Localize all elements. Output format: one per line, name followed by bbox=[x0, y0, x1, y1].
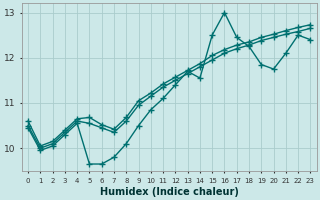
X-axis label: Humidex (Indice chaleur): Humidex (Indice chaleur) bbox=[100, 187, 239, 197]
